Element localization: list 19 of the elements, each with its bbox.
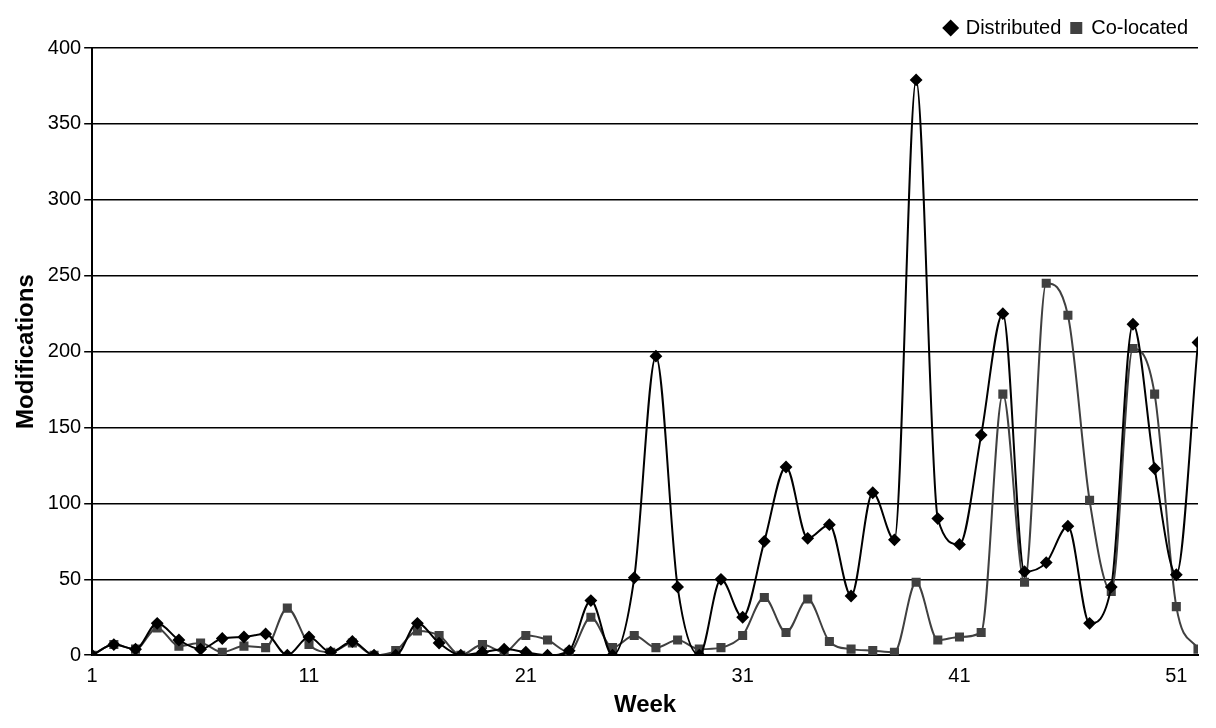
x-axis-title: Week xyxy=(613,690,677,718)
y-tick-label: 350 xyxy=(47,111,82,134)
legend-label: Co-located xyxy=(1091,15,1188,38)
legend-label: Distributed xyxy=(965,15,1062,38)
y-tick-label: 200 xyxy=(47,339,82,362)
x-tick-label: 1 xyxy=(86,663,98,686)
x-tick-label: 11 xyxy=(298,663,320,686)
y-tick-label: 150 xyxy=(47,415,82,438)
y-tick-label: 250 xyxy=(47,263,82,286)
x-tick-label: 51 xyxy=(1165,663,1188,686)
y-tick-label: 50 xyxy=(58,566,82,589)
y-tick-label: 0 xyxy=(70,642,82,665)
y-axis-title: Modifications xyxy=(11,274,39,429)
x-tick-label: 41 xyxy=(948,663,971,686)
x-tick-label: 21 xyxy=(514,663,537,686)
x-tick-label: 31 xyxy=(731,663,754,686)
y-tick-label: 400 xyxy=(47,35,82,58)
y-tick-label: 100 xyxy=(47,490,82,513)
y-tick-label: 300 xyxy=(47,187,82,210)
